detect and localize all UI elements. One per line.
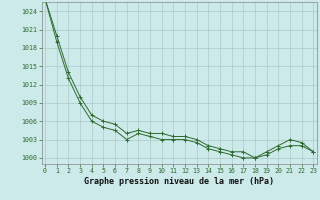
X-axis label: Graphe pression niveau de la mer (hPa): Graphe pression niveau de la mer (hPa) (84, 177, 274, 186)
